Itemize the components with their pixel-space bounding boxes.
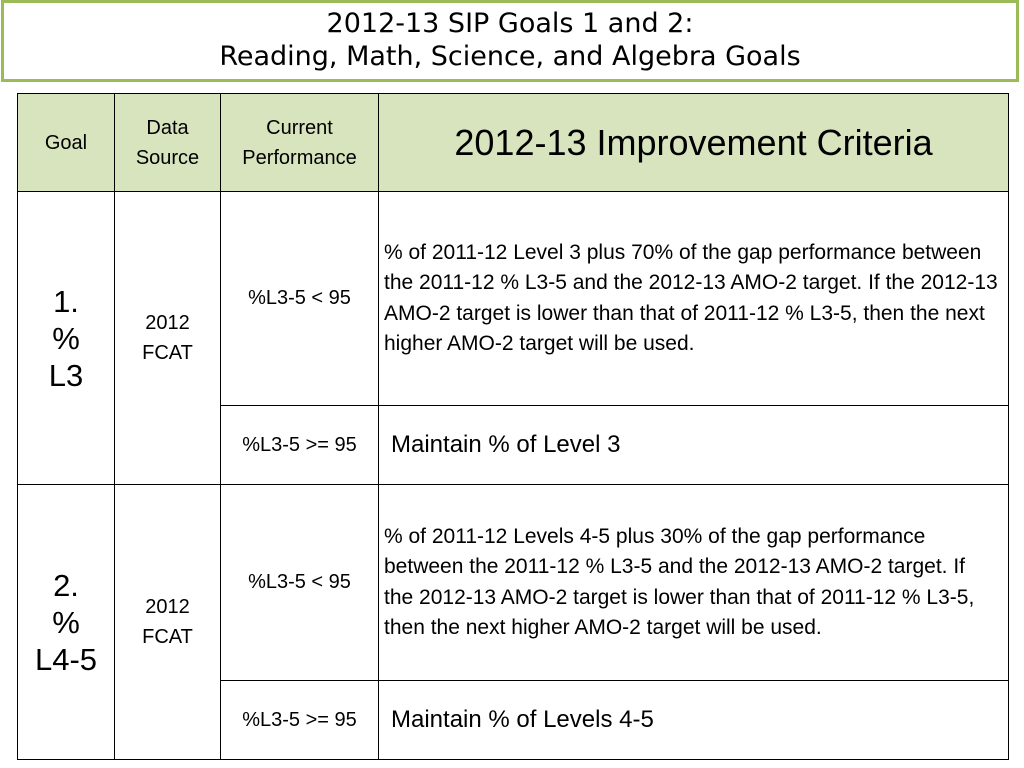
header-data-source-line2: Source (135, 146, 200, 169)
criteria-cell: Maintain % of Level 3 (378, 405, 1009, 485)
table-row: %L3-5 >= 95 Maintain % of Level 3 (18, 405, 1009, 485)
header-criteria: 2012-13 Improvement Criteria (378, 93, 1009, 192)
header-row: Goal Data Source Current Performance 201… (17, 93, 1009, 192)
data-source-cell: 2012 FCAT (114, 191, 221, 485)
title-line-2: Reading, Math, Science, and Algebra Goal… (219, 41, 801, 72)
goal-level: L4-5 (34, 641, 98, 677)
performance-cell: %L3-5 >= 95 (220, 405, 379, 485)
title-line-1: 2012-13 SIP Goals 1 and 2: (326, 8, 694, 39)
goal-number: 2. (53, 567, 79, 603)
goal-percent: % (52, 320, 80, 356)
data-source-cell: 2012 FCAT (114, 484, 221, 760)
criteria-cell: Maintain % of Levels 4-5 (378, 680, 1009, 760)
goal-number: 1. (53, 283, 79, 319)
performance-cell: %L3-5 >= 95 (220, 680, 379, 760)
table-row: %L3-5 >= 95 Maintain % of Levels 4-5 (18, 680, 1009, 760)
criteria-cell: % of 2011-12 Levels 4-5 plus 30% of the … (378, 484, 1009, 681)
performance-cell: %L3-5 < 95 (220, 191, 379, 406)
data-source-year: 2012 (145, 312, 190, 334)
data-source-name: FCAT (142, 342, 193, 364)
header-goal: Goal (17, 93, 115, 192)
criteria-cell: % of 2011-12 Level 3 plus 70% of the gap… (378, 191, 1009, 406)
performance-cell: %L3-5 < 95 (220, 484, 379, 681)
goal-cell: 2. % L4-5 (17, 484, 115, 760)
header-current-performance-line2: Performance (242, 146, 357, 169)
goals-table: Goal Data Source Current Performance 201… (17, 93, 1009, 760)
data-source-year: 2012 (145, 596, 190, 618)
goal-percent: % (52, 604, 80, 640)
header-data-source-line1: Data (146, 116, 189, 139)
goal-cell: 1. % L3 (17, 191, 115, 485)
header-data-source: Data Source (114, 93, 221, 192)
data-source-name: FCAT (142, 626, 193, 648)
header-current-performance: Current Performance (220, 93, 379, 192)
table-row: 1. % L3 2012 FCAT %L3-5 < 95 % of 2011-1… (17, 191, 1009, 485)
slide-title: 2012-13 SIP Goals 1 and 2: Reading, Math… (1, 0, 1019, 82)
header-current-performance-line1: Current (266, 116, 333, 139)
table-row: 2. % L4-5 2012 FCAT %L3-5 < 95 % of 2011… (17, 484, 1009, 760)
goal-level: L3 (48, 357, 84, 393)
